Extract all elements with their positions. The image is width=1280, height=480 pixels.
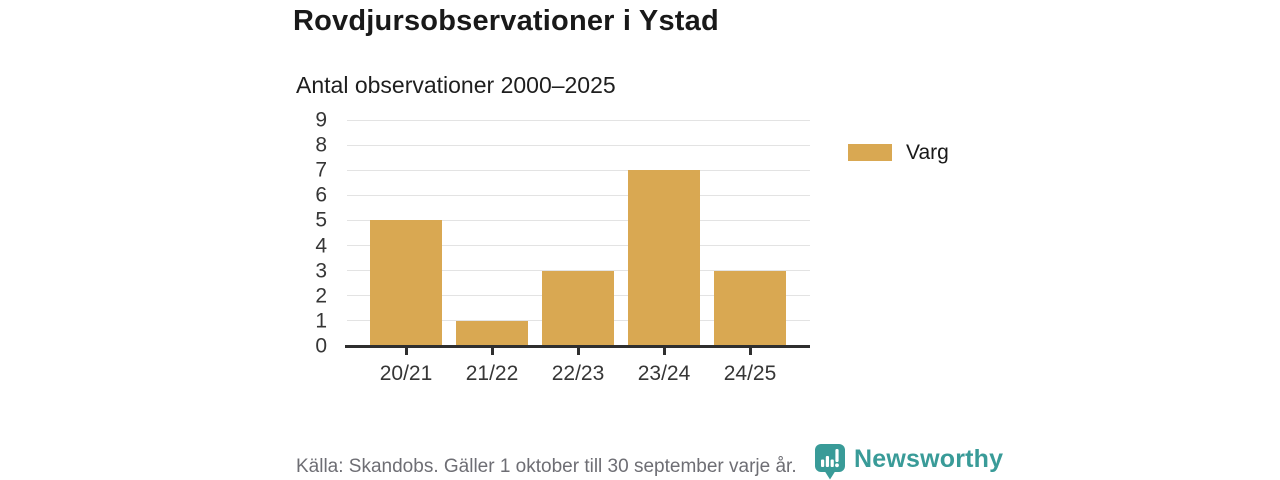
y-tick-label: 9 — [315, 108, 327, 132]
x-tick-label: 24/25 — [723, 362, 777, 385]
x-tick — [404, 347, 408, 355]
x-axis-line — [345, 345, 810, 348]
y-tick-label: 6 — [315, 183, 327, 207]
legend-label-varg: Varg — [906, 141, 949, 164]
gridline — [347, 144, 810, 146]
gridline — [347, 245, 810, 247]
x-tick — [748, 347, 752, 355]
x-tick-label: 23/24 — [637, 362, 691, 385]
x-tick — [662, 347, 666, 355]
y-tick-label: 5 — [315, 208, 327, 232]
bar-22/23 — [542, 270, 614, 346]
x-tick-label: 20/21 — [379, 362, 433, 385]
x-tick-label: 22/23 — [551, 362, 605, 385]
source-note: Källa: Skandobs. Gäller 1 oktober till 3… — [296, 456, 797, 477]
bar-21/22 — [456, 320, 528, 346]
y-tick-label: 2 — [315, 284, 327, 308]
legend: Varg — [848, 142, 949, 163]
newsworthy-logo-icon — [815, 444, 845, 480]
x-tick — [576, 347, 580, 355]
y-tick-label: 8 — [315, 133, 327, 157]
bar-20/21 — [370, 220, 442, 346]
gridline — [347, 119, 810, 121]
y-tick-label: 4 — [315, 234, 327, 258]
chart-title: Rovdjursobservationer i Ystad — [293, 5, 719, 37]
x-tick — [490, 347, 494, 355]
bar-chart-plot: 20/21 21/22 22/23 23/24 24/25 — [345, 119, 810, 385]
newsworthy-brand: Newsworthy — [814, 443, 1003, 480]
chart-subtitle: Antal observationer 2000–2025 — [296, 72, 616, 98]
legend-swatch-varg — [848, 144, 892, 161]
y-tick-label: 0 — [315, 334, 327, 358]
gridline — [347, 219, 810, 221]
x-tick-label: 21/22 — [465, 362, 519, 385]
newsworthy-brand-name: Newsworthy — [854, 445, 1004, 473]
gridline — [347, 194, 810, 196]
gridline — [347, 169, 810, 171]
bar-24/25 — [714, 270, 786, 346]
y-tick-label: 7 — [315, 158, 327, 182]
y-tick-label: 1 — [315, 309, 327, 333]
y-tick-label: 3 — [315, 259, 327, 283]
bar-23/24 — [628, 170, 700, 346]
